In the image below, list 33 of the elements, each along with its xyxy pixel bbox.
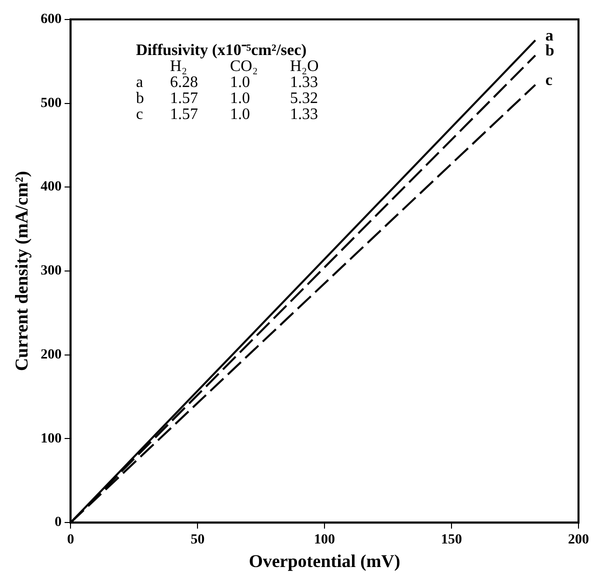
annotation: CO₂ (230, 58, 258, 75)
series-label: a (545, 28, 554, 45)
series-label: b (545, 42, 554, 60)
y-tick-label: 200 (40, 347, 62, 362)
y-tick-label: 0 (54, 515, 62, 530)
annotation: 1.33 (290, 74, 319, 91)
annotation: H₂ (170, 58, 188, 75)
y-tick-label: 400 (40, 180, 62, 195)
annotation: H₂O (290, 58, 320, 75)
x-tick-label: 0 (67, 532, 74, 548)
y-tick-label: 600 (40, 12, 62, 28)
x-axis-title: Overpotential (mV) (248, 550, 400, 571)
annotation: Diffusivity (x10⁻⁵cm²/sec) (136, 42, 308, 59)
y-tick-label: 300 (40, 264, 62, 279)
series-label: c (545, 72, 552, 89)
x-tick-label: 50 (190, 532, 205, 548)
annotation: 6.28 (170, 74, 199, 91)
annotation: 1.0 (230, 106, 251, 123)
x-tick-label: 150 (441, 532, 462, 548)
x-tick-label: 100 (314, 532, 336, 548)
annotation: 1.57 (170, 106, 199, 123)
y-tick-label: 100 (40, 431, 62, 446)
annotation: 5.32 (290, 90, 319, 107)
y-tick-label: 500 (40, 96, 62, 111)
annotation: a (136, 74, 144, 91)
annotation: 1.0 (230, 90, 251, 107)
annotation: c (136, 106, 144, 123)
annotation: b (136, 90, 145, 107)
annotation: 1.0 (230, 74, 250, 91)
y-axis-title: Current density (mA/cm²) (11, 170, 32, 372)
x-tick-label: 200 (568, 532, 589, 548)
annotation: 1.57 (170, 90, 199, 107)
annotation: 1.33 (290, 106, 319, 123)
